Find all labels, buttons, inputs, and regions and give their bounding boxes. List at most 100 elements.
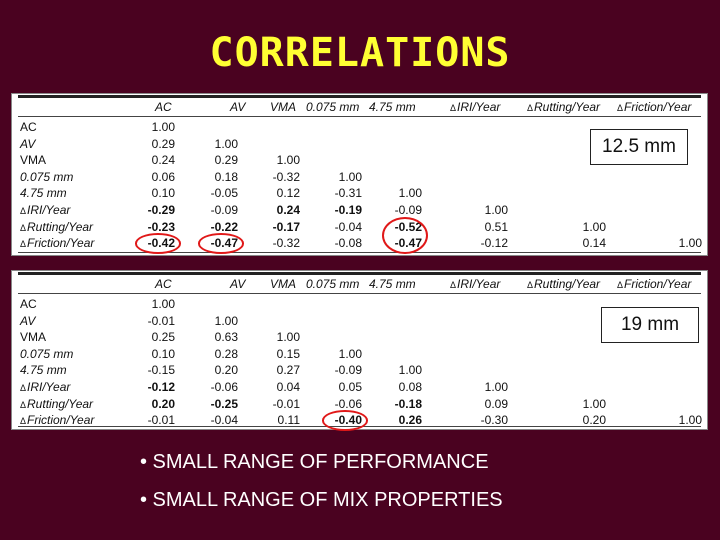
table-cell: 0.15 (276, 346, 300, 361)
row-label: VMA (20, 153, 46, 167)
column-header: ΔIRI/Year (450, 277, 500, 291)
column-header: ΔRutting/Year (527, 100, 600, 114)
table-cell: 1.00 (582, 219, 606, 234)
delta-symbol: Δ (20, 239, 27, 250)
table-cell: -0.04 (334, 219, 362, 234)
table-cell: 1.00 (678, 236, 702, 251)
row-label: AC (20, 297, 37, 311)
table-cell: 0.09 (484, 396, 508, 411)
table-cell: 0.27 (276, 363, 300, 378)
table-cell: -0.17 (272, 219, 300, 234)
column-header: AC (155, 100, 172, 114)
column-header: AC (155, 277, 172, 291)
column-header-label: 0.075 mm (306, 100, 360, 114)
table-cell: 1.00 (484, 203, 508, 217)
table-header-rule (18, 116, 701, 117)
bullet-item: • SMALL RANGE OF MIX PROPERTIES (140, 489, 503, 511)
correlation-table-12-5mm: AC AV VMA 0.075 mm 4.75 mm ΔIRI/Year ΔRutting/… (11, 93, 708, 256)
table-cell: 0.51 (484, 219, 508, 234)
row-label: AV (20, 314, 35, 328)
column-header-label: IRI/Year (457, 277, 501, 291)
highlight-circle (382, 216, 428, 254)
table-cell: 0.29 (151, 136, 175, 151)
row-label-text: AC (20, 297, 37, 311)
column-header-label: AV (230, 100, 246, 114)
table-cell: 0.06 (151, 169, 175, 184)
column-header-label: AC (155, 100, 172, 114)
delta-symbol: Δ (527, 103, 534, 113)
column-header-label: 4.75 mm (369, 277, 416, 291)
column-header: 4.75 mm (369, 277, 416, 291)
table-cell: -0.30 (480, 413, 508, 428)
table-cell: 1.00 (582, 396, 606, 411)
column-header-label: Friction/Year (624, 100, 692, 114)
table-cell: 0.08 (398, 380, 422, 394)
table-cell: 0.26 (398, 413, 422, 428)
column-header: ΔFriction/Year (617, 100, 691, 114)
table-cell: -0.32 (272, 169, 300, 184)
table-cell: -0.25 (210, 396, 238, 411)
table-cell: 0.04 (276, 380, 300, 394)
table-cell: -0.09 (394, 203, 422, 217)
row-label-text: IRI/Year (27, 380, 71, 394)
row-label-text: AC (20, 120, 37, 134)
table-cell: 0.10 (151, 346, 175, 361)
row-label: 0.075 mm (20, 347, 73, 361)
delta-symbol: Δ (527, 280, 534, 290)
column-header: VMA (270, 100, 296, 114)
row-label-text: 4.75 mm (20, 363, 67, 378)
row-label-text: AV (20, 313, 36, 328)
size-label-12-5mm: 12.5 mm (590, 129, 688, 165)
table-header-rule (18, 293, 701, 294)
table-cell: -0.19 (334, 203, 362, 217)
table-cell: -0.23 (147, 219, 175, 234)
table-cell: 0.11 (277, 413, 300, 428)
table-cell: 0.20 (151, 396, 175, 411)
column-header: ΔRutting/Year (527, 277, 600, 291)
table-cell: -0.05 (210, 186, 238, 201)
table-cell: 0.12 (276, 186, 300, 201)
delta-symbol: Δ (20, 416, 27, 427)
highlight-circle (322, 410, 368, 431)
table-cell: 1.00 (338, 346, 362, 361)
table-cell: 0.24 (276, 203, 300, 217)
table-cell: -0.32 (272, 236, 300, 251)
row-label-text: 0.075 mm (20, 169, 74, 184)
row-label-text: Friction/Year (27, 236, 95, 251)
table-cell: 1.00 (398, 186, 422, 201)
column-header-label: 0.075 mm (306, 277, 360, 291)
table-cell: 1.00 (214, 313, 238, 328)
column-header: ΔFriction/Year (617, 277, 691, 291)
table-cell: -0.12 (147, 380, 175, 394)
column-header-label: IRI/Year (457, 100, 501, 114)
table-cell: 0.20 (214, 363, 238, 378)
row-label-text: Friction/Year (27, 413, 95, 428)
delta-symbol: Δ (450, 103, 457, 113)
table-cell: 1.00 (338, 169, 362, 184)
row-label-text: Rutting/Year (27, 219, 94, 234)
table-top-rule (18, 95, 701, 98)
table-cell: 0.25 (151, 330, 175, 345)
column-header: ΔIRI/Year (450, 100, 500, 114)
table-cell: 1.00 (678, 413, 702, 428)
table-cell: 1.00 (398, 363, 422, 378)
row-label: 4.75 mm (20, 186, 67, 200)
slide-title: CORRELATIONS (209, 30, 511, 76)
row-label-text: 0.075 mm (20, 346, 74, 361)
column-header: AV (230, 100, 245, 114)
table-bottom-rule (18, 252, 701, 253)
table-cell: -0.09 (334, 363, 362, 378)
row-label: VMA (20, 330, 46, 344)
table-cell: -0.06 (334, 396, 362, 411)
table-cell: -0.29 (147, 203, 175, 217)
table-cell: -0.12 (480, 236, 508, 251)
table-cell: -0.01 (147, 313, 175, 328)
column-header: 0.075 mm (306, 277, 359, 291)
column-header: AV (230, 277, 245, 291)
table-cell: -0.18 (394, 396, 422, 411)
table-cell: 0.05 (338, 380, 362, 394)
row-label: ΔIRI/Year (20, 380, 70, 394)
table-cell: -0.04 (210, 413, 238, 428)
column-header-label: Rutting/Year (534, 277, 601, 291)
column-header: VMA (270, 277, 296, 291)
